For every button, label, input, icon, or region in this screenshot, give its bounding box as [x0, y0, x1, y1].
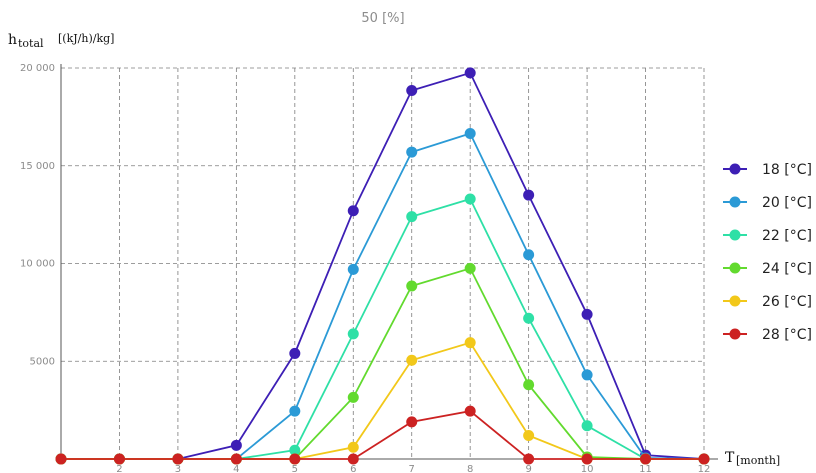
data-point	[172, 453, 184, 465]
legend-marker	[729, 295, 741, 307]
data-point	[406, 354, 418, 366]
data-point	[698, 453, 710, 465]
legend-marker	[729, 229, 741, 241]
legend-label: 26 [°C]	[762, 294, 812, 310]
data-point	[347, 205, 359, 217]
series-4	[55, 262, 710, 465]
data-point	[230, 453, 242, 465]
series-line	[61, 71, 705, 460]
y-tick-label: 20 000	[20, 63, 55, 74]
legend: 18 [°C] 20 [°C] 22 [°C] 24 [°C] 26 [°C] 28 [°…	[723, 162, 812, 343]
data-point	[406, 211, 418, 223]
legend-label: 18 [°C]	[762, 162, 812, 178]
series-2	[55, 127, 710, 465]
legend-item: 26 [°C]	[723, 294, 812, 310]
legend-label: 28 [°C]	[762, 327, 812, 343]
legend-item: 28 [°C]	[723, 327, 812, 343]
data-point	[523, 189, 535, 201]
data-point	[523, 430, 535, 442]
series-group	[55, 67, 710, 465]
series-line	[61, 132, 705, 460]
series-6	[55, 405, 710, 465]
data-point	[55, 453, 67, 465]
y-axis-label-sub: total	[18, 37, 44, 50]
legend-label: 20 [°C]	[762, 195, 812, 211]
data-point	[464, 405, 476, 417]
x-axis-label-unit: [month]	[736, 454, 780, 467]
data-point	[406, 416, 418, 428]
data-point	[347, 391, 359, 403]
data-point	[640, 453, 652, 465]
data-point	[230, 439, 242, 451]
data-point	[347, 328, 359, 340]
series-line	[61, 197, 704, 460]
chart-title: 50 [%]	[361, 11, 404, 26]
data-point	[581, 369, 593, 381]
data-point	[113, 453, 125, 465]
data-point	[347, 441, 359, 453]
legend-item: 22 [°C]	[723, 228, 812, 244]
x-tick-label: 10	[581, 464, 594, 473]
legend-item: 20 [°C]	[723, 195, 812, 211]
data-point	[289, 444, 301, 456]
legend-item: 18 [°C]	[723, 162, 812, 178]
legend-label: 22 [°C]	[762, 228, 812, 244]
y-tick-label: 10 000	[20, 259, 55, 270]
data-point	[464, 193, 476, 205]
x-tick-label: 9	[525, 464, 531, 473]
data-point	[581, 420, 593, 432]
data-point	[523, 453, 535, 465]
data-point	[464, 337, 476, 349]
series-3	[55, 193, 710, 465]
data-point	[289, 347, 301, 359]
data-point	[347, 453, 359, 465]
legend-marker	[729, 163, 741, 175]
x-tick-label: 3	[175, 464, 181, 473]
x-axis-label-main: T	[725, 450, 735, 466]
x-tick-label: 7	[409, 464, 415, 473]
data-point	[464, 262, 476, 274]
data-point	[523, 379, 535, 391]
x-tick-label: 12	[698, 464, 711, 473]
data-point	[406, 280, 418, 292]
x-tick-label: 8	[467, 464, 473, 473]
data-point	[581, 308, 593, 320]
series-line	[61, 410, 704, 460]
data-point	[406, 146, 418, 158]
x-axis-label: T [month]	[725, 450, 780, 467]
y-axis-label: h total [(kJ/h)/kg]	[8, 32, 114, 50]
legend-marker	[729, 262, 741, 274]
x-tick-label: 5	[292, 464, 298, 473]
x-tick-label: 2	[116, 464, 122, 473]
legend-marker	[729, 328, 741, 340]
data-point	[289, 405, 301, 417]
data-point	[464, 127, 476, 139]
series-5	[55, 337, 710, 465]
data-point	[289, 453, 301, 465]
data-point	[523, 312, 535, 324]
data-point	[523, 249, 535, 261]
data-point	[464, 67, 476, 79]
legend-marker	[729, 196, 741, 208]
grid	[60, 67, 705, 459]
y-tick-label: 15 000	[20, 161, 55, 172]
data-point	[347, 263, 359, 275]
legend-item: 24 [°C]	[723, 261, 812, 277]
y-axis-label-main: h	[8, 32, 17, 48]
series-line	[61, 341, 704, 460]
data-point	[581, 453, 593, 465]
x-tick-label: 6	[350, 464, 356, 473]
y-tick-label: 5000	[30, 356, 55, 367]
x-tick-label: 4	[233, 464, 239, 473]
data-point	[406, 84, 418, 96]
x-tick-label: 11	[639, 464, 652, 473]
y-axis-label-unit: [(kJ/h)/kg]	[58, 32, 114, 45]
legend-label: 24 [°C]	[762, 261, 812, 277]
